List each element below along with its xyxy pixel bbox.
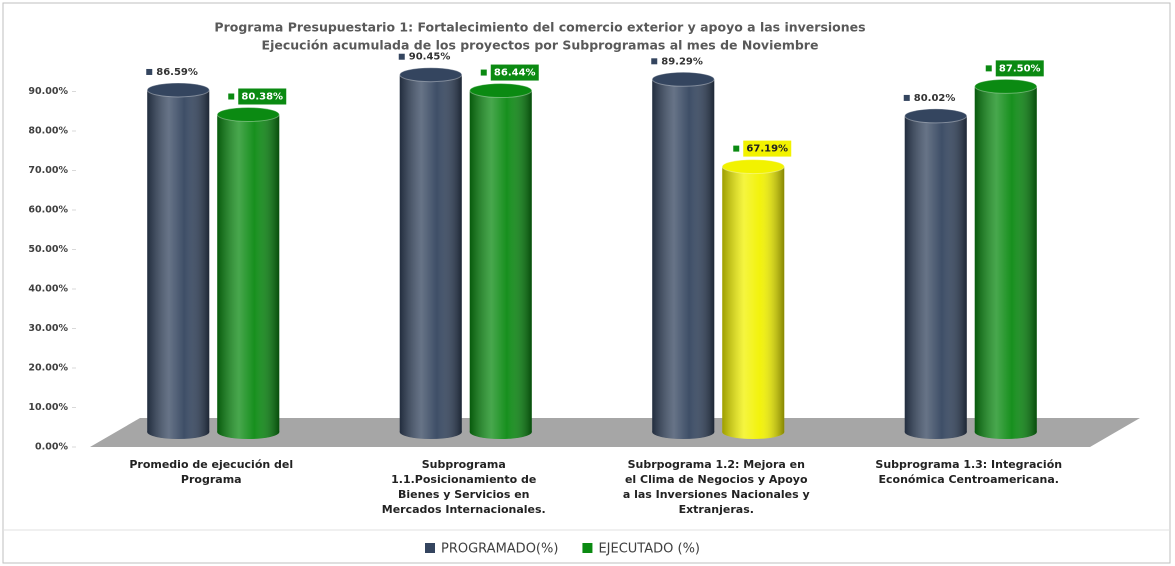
- value-label-key: [146, 68, 153, 75]
- floor: [90, 418, 1140, 447]
- value-label-key: [651, 58, 658, 65]
- bar-shade: [399, 74, 462, 432]
- y-tick-label: 20.00%: [28, 363, 68, 374]
- bar-shade: [904, 115, 967, 433]
- y-tick-label: 60.00%: [28, 205, 68, 216]
- value-label-box: [490, 64, 539, 81]
- y-tick-label: 10.00%: [28, 402, 68, 413]
- y-tick-label: 50.00%: [28, 244, 68, 255]
- value-label: 87.50%: [999, 63, 1041, 74]
- cylinder-top: [651, 71, 715, 87]
- value-label-box: [995, 60, 1044, 77]
- value-label-key: [228, 93, 235, 100]
- legend-key: [582, 543, 593, 553]
- value-label-key: [733, 145, 740, 152]
- chart-title: Programa Presupuestario 1: Fortalecimien…: [214, 20, 865, 35]
- value-label-key: [398, 53, 405, 60]
- x-tick-label: Subprograma 1.3: Integración Económica C…: [875, 458, 1063, 486]
- cylinder-top: [974, 78, 1038, 94]
- y-tick-label: 70.00%: [28, 165, 68, 176]
- value-label: 89.29%: [661, 56, 703, 67]
- value-label: 67.19%: [746, 144, 788, 155]
- y-tick-label: 0.00%: [35, 442, 68, 453]
- value-label: 86.44%: [494, 68, 536, 79]
- cylinder-top: [146, 82, 210, 98]
- cylinder-top: [721, 159, 785, 175]
- bar-shade: [652, 79, 715, 432]
- x-tick-label: Promedio de ejecución del Programa: [129, 458, 294, 486]
- value-label-key: [480, 69, 487, 76]
- value-label-box: [238, 88, 287, 105]
- y-tick-label: 30.00%: [28, 323, 68, 334]
- y-tick-label: 40.00%: [28, 284, 68, 295]
- value-label-key: [985, 65, 992, 72]
- x-tick-label: Subprograma 1.1.Posicionamiento de Biene…: [381, 458, 546, 516]
- bar-shade: [974, 86, 1037, 432]
- bar-shade: [722, 166, 785, 433]
- y-tick-label: 80.00%: [28, 126, 68, 137]
- bar-shade: [147, 89, 210, 433]
- value-label: 86.59%: [156, 67, 198, 78]
- bar-shade: [217, 114, 280, 433]
- cylinder-top: [216, 106, 280, 122]
- value-label-key: [903, 94, 910, 101]
- x-tick-label: Subrpograma 1.2: Mejora en el Clima de N…: [622, 458, 810, 516]
- legend-key: [425, 543, 435, 553]
- legend-label: PROGRAMADO(%): [441, 542, 558, 557]
- cylinder-top: [399, 67, 463, 83]
- value-label: 80.38%: [241, 91, 283, 102]
- legend-label: EJECUTADO (%): [598, 542, 700, 557]
- chart-subtitle: Ejecución acumulada de los proyectos por…: [262, 38, 819, 53]
- cylinder-top: [904, 108, 968, 124]
- y-tick-label: 90.00%: [28, 86, 68, 97]
- value-label: 90.45%: [409, 52, 451, 63]
- cylinder-top: [469, 83, 533, 99]
- value-label: 80.02%: [914, 93, 956, 104]
- bar-shade: [469, 90, 532, 432]
- value-label-box: [743, 140, 792, 157]
